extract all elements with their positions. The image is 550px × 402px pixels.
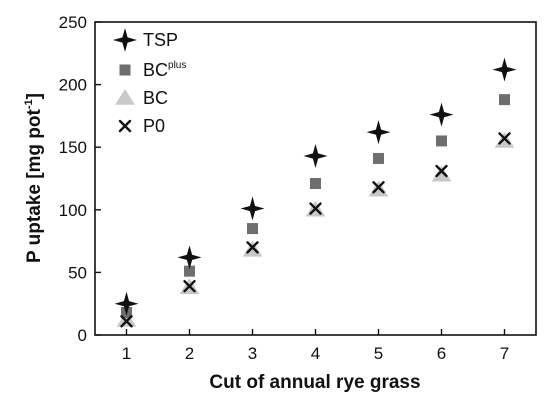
point-tsp-6: [429, 102, 454, 127]
point-bc-plus-4: [310, 178, 321, 190]
legend-item-p0: P0: [118, 116, 165, 136]
y-tick-label: 150: [59, 138, 87, 157]
legend-item-bc-plus: BCplus: [119, 60, 186, 80]
x-axis-title: Cut of annual rye grass: [209, 372, 420, 393]
legend-item-bc: BC: [115, 88, 168, 108]
data-points: [114, 57, 517, 328]
legend-label-p0: P0: [143, 116, 165, 136]
point-tsp-4: [303, 143, 328, 168]
point-tsp-5: [366, 120, 391, 145]
x-axis: 1 2 3 4 5 6 7: [122, 329, 509, 363]
point-bc-6: [431, 165, 452, 182]
point-tsp-2: [177, 245, 202, 270]
legend-label-bc-plus: BCplus: [143, 60, 186, 80]
x-tick-label: 5: [374, 344, 383, 363]
point-tsp-7: [492, 57, 517, 82]
legend-label-bc: BC: [143, 88, 168, 108]
point-bc-1: [116, 310, 137, 327]
point-bc-plus-7: [499, 94, 510, 106]
y-tick-label: 50: [68, 263, 87, 282]
point-p0-5: [372, 181, 385, 194]
y-axis: 0 50 100 150 200 250: [59, 13, 101, 345]
series-p0: [120, 132, 511, 328]
y-axis-title-close: ]: [24, 93, 45, 99]
y-axis-title-sup: -1: [23, 99, 35, 109]
y-tick-label: 100: [59, 201, 87, 220]
point-bc-plus-2: [184, 265, 195, 277]
point-p0-4: [309, 202, 322, 215]
legend-marker-bc-plus: [119, 64, 131, 76]
point-tsp-1: [114, 291, 139, 316]
point-p0-2: [183, 279, 196, 293]
series-tsp: [114, 57, 517, 316]
x-tick-label: 1: [122, 344, 131, 363]
point-p0-6: [435, 164, 448, 178]
point-p0-3: [246, 241, 259, 254]
x-tick-label: 7: [500, 344, 509, 363]
x-tick-label: 6: [437, 344, 446, 363]
legend-marker-tsp: [113, 28, 137, 52]
point-p0-7: [498, 132, 511, 145]
x-tick-label: 2: [185, 344, 194, 363]
legend-marker-p0: [118, 119, 132, 133]
point-bc-plus-5: [373, 152, 384, 164]
point-p0-1: [120, 315, 133, 328]
point-bc-plus-3: [247, 223, 258, 235]
x-tick-label: 3: [248, 344, 257, 363]
legend-item-tsp: TSP: [113, 28, 178, 52]
x-tick-label: 4: [311, 344, 320, 363]
point-tsp-3: [240, 196, 265, 221]
point-bc-plus-6: [436, 135, 447, 147]
legend-marker-bc: [115, 89, 135, 105]
legend-label-tsp: TSP: [143, 30, 178, 50]
y-tick-label: 250: [59, 13, 87, 32]
legend: TSP BCplus BC P0: [113, 28, 186, 136]
y-tick-label: 200: [59, 76, 87, 95]
y-axis-title: P uptake [mg pot-1]: [23, 93, 45, 263]
y-tick-label: 0: [78, 326, 87, 345]
